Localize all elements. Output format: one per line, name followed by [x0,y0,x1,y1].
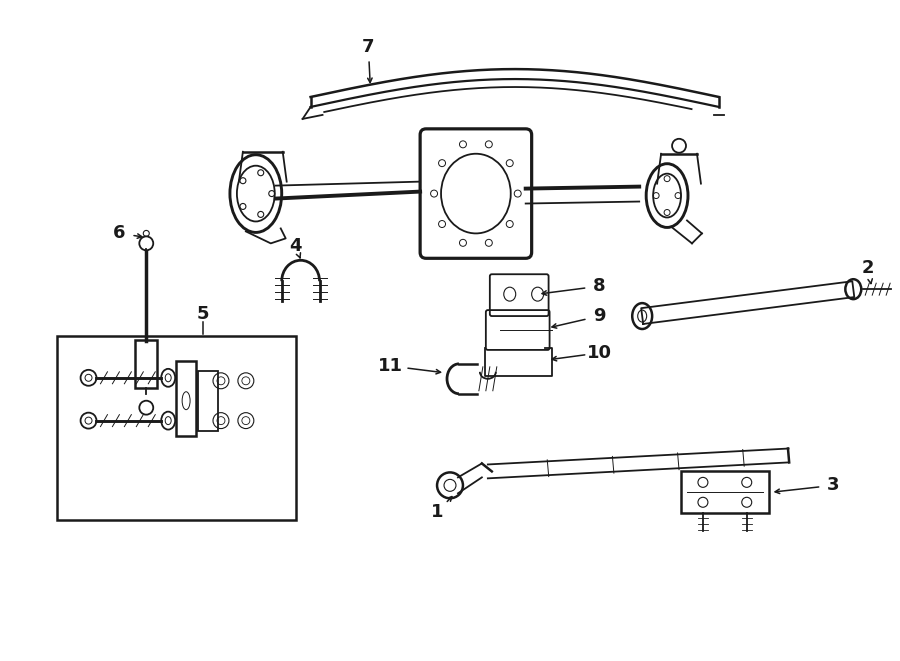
Bar [176,361,196,436]
Text: 2: 2 [862,259,875,277]
Text: 7: 7 [362,38,374,56]
Text: 11: 11 [378,357,403,375]
Bar [57,336,296,520]
Text: 3: 3 [827,477,840,494]
Text: 8: 8 [593,277,606,295]
Text: 4: 4 [290,237,302,255]
Text: 1: 1 [431,503,444,522]
Text: 9: 9 [593,307,606,325]
Bar [198,371,218,430]
Bar [135,340,158,388]
Text: 10: 10 [587,344,612,362]
Bar [681,471,769,513]
Text: 5: 5 [197,305,210,323]
Text: 6: 6 [113,225,126,243]
